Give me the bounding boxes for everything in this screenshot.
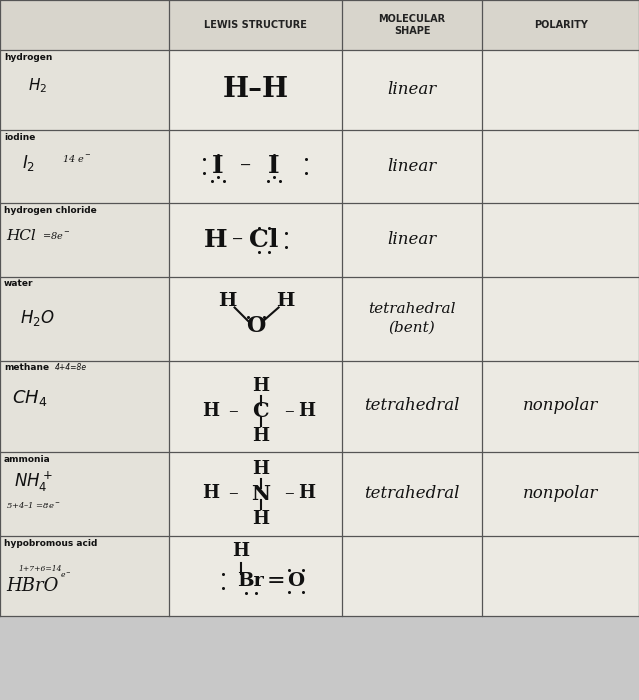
Text: HCl: HCl bbox=[6, 229, 36, 243]
Bar bbox=[342, 0, 482, 50]
Text: –: – bbox=[284, 402, 293, 420]
Bar bbox=[0, 360, 169, 452]
Text: 1+7+6=14: 1+7+6=14 bbox=[18, 565, 61, 573]
Text: $I_2$: $I_2$ bbox=[22, 153, 35, 174]
Bar bbox=[342, 130, 482, 203]
Text: hydrogen chloride: hydrogen chloride bbox=[4, 206, 96, 215]
Text: –: – bbox=[232, 229, 243, 251]
Bar bbox=[482, 0, 639, 50]
Text: $CH_4$: $CH_4$ bbox=[12, 388, 47, 408]
Text: iodine: iodine bbox=[4, 132, 35, 141]
Bar bbox=[0, 276, 169, 360]
Text: –: – bbox=[284, 484, 293, 503]
Bar bbox=[482, 276, 639, 360]
Text: e$^-$: e$^-$ bbox=[60, 570, 72, 580]
Text: linear: linear bbox=[387, 158, 437, 175]
Text: $H_2O$: $H_2O$ bbox=[20, 309, 55, 328]
Text: H: H bbox=[232, 542, 249, 560]
Bar bbox=[0, 203, 169, 276]
Text: POLARITY: POLARITY bbox=[534, 20, 588, 30]
Bar bbox=[0, 536, 169, 616]
Bar bbox=[342, 536, 482, 616]
Text: –: – bbox=[227, 484, 238, 503]
Text: I: I bbox=[212, 154, 224, 178]
Text: $H_2$: $H_2$ bbox=[28, 76, 47, 95]
Text: hypobromous acid: hypobromous acid bbox=[4, 538, 97, 547]
Text: ammonia: ammonia bbox=[4, 454, 50, 463]
Text: tetrahedral: tetrahedral bbox=[364, 485, 460, 502]
Text: 5+4–1 =8e$^-$: 5+4–1 =8e$^-$ bbox=[6, 500, 61, 510]
Bar bbox=[482, 360, 639, 452]
Bar bbox=[0, 130, 169, 203]
Text: –: – bbox=[240, 155, 251, 177]
Bar bbox=[169, 536, 342, 616]
Text: H: H bbox=[202, 484, 219, 503]
Text: H: H bbox=[252, 510, 269, 528]
Text: I: I bbox=[268, 154, 279, 178]
Bar bbox=[342, 452, 482, 536]
Text: H: H bbox=[298, 484, 315, 503]
Text: HBrO: HBrO bbox=[6, 577, 58, 595]
Bar bbox=[482, 50, 639, 130]
Text: linear: linear bbox=[387, 231, 437, 248]
Text: hydrogen: hydrogen bbox=[4, 53, 52, 62]
Text: tetrahedral: tetrahedral bbox=[364, 398, 460, 414]
Bar bbox=[482, 536, 639, 616]
Bar bbox=[0, 0, 169, 50]
Text: O: O bbox=[287, 572, 304, 589]
Bar bbox=[342, 203, 482, 276]
Text: $NH_4^+$: $NH_4^+$ bbox=[14, 469, 53, 493]
Text: H: H bbox=[252, 377, 269, 395]
Text: tetrahedral
(bent): tetrahedral (bent) bbox=[369, 302, 456, 335]
Text: H: H bbox=[202, 402, 219, 420]
Text: MOLECULAR
SHAPE: MOLECULAR SHAPE bbox=[378, 14, 446, 36]
Text: water: water bbox=[4, 279, 33, 288]
Text: Cl: Cl bbox=[249, 228, 279, 252]
Text: H: H bbox=[204, 228, 227, 252]
Text: –: – bbox=[227, 402, 238, 420]
Text: H: H bbox=[252, 427, 269, 445]
Bar bbox=[0, 50, 169, 130]
Text: C: C bbox=[252, 401, 269, 421]
Text: Br: Br bbox=[237, 572, 264, 589]
Text: H–H: H–H bbox=[222, 76, 289, 104]
Bar bbox=[169, 452, 342, 536]
Text: 4+4=8e: 4+4=8e bbox=[55, 363, 87, 372]
Text: H: H bbox=[219, 291, 237, 309]
Text: nonpolar: nonpolar bbox=[523, 398, 598, 414]
Bar bbox=[342, 50, 482, 130]
Text: N: N bbox=[251, 484, 270, 503]
Bar bbox=[342, 360, 482, 452]
Text: =8e$^-$: =8e$^-$ bbox=[42, 230, 70, 241]
Bar bbox=[482, 452, 639, 536]
Bar bbox=[342, 276, 482, 360]
Bar bbox=[169, 0, 342, 50]
Bar bbox=[169, 130, 342, 203]
Text: H: H bbox=[298, 402, 315, 420]
Bar bbox=[169, 50, 342, 130]
Text: LEWIS STRUCTURE: LEWIS STRUCTURE bbox=[204, 20, 307, 30]
Bar bbox=[169, 360, 342, 452]
Text: nonpolar: nonpolar bbox=[523, 485, 598, 502]
Bar bbox=[0, 0, 639, 616]
Text: O: O bbox=[246, 316, 265, 337]
Bar bbox=[169, 276, 342, 360]
Bar bbox=[169, 203, 342, 276]
Text: H: H bbox=[277, 291, 295, 309]
Bar bbox=[482, 130, 639, 203]
Bar bbox=[0, 452, 169, 536]
Text: linear: linear bbox=[387, 81, 437, 99]
Text: 14 e$^-$: 14 e$^-$ bbox=[62, 153, 91, 164]
Text: H: H bbox=[252, 459, 269, 477]
Bar bbox=[482, 203, 639, 276]
Text: methane: methane bbox=[4, 363, 49, 372]
Text: =: = bbox=[266, 570, 285, 592]
